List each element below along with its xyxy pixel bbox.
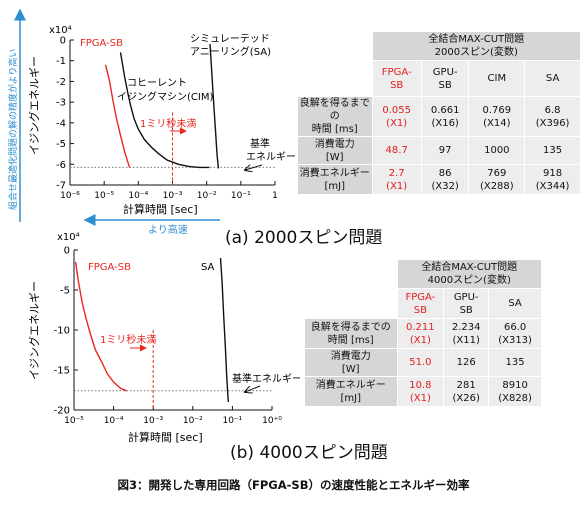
table-b-title1: 全結合MAX-CUT問題 xyxy=(421,262,518,273)
chart-b-xlabel: 計算時間 [sec] xyxy=(128,430,203,444)
table-a-row: 消費エネルギー [mJ] 2.7 (X1) 86 (X32) 769 (X288) 91… xyxy=(297,164,581,195)
chart-b-x-tick-label: 10⁻⁵ xyxy=(64,416,84,426)
chart-a-y-tick-label: -1 xyxy=(56,56,66,67)
chart-a-ref-arrow xyxy=(245,165,263,170)
chart-a-cim-label1: コヒーレント xyxy=(127,77,187,89)
chart-b-ref-arrow xyxy=(245,385,261,392)
table-a: 全結合MAX-CUT問題 2000スピン(変数) FPGA- SB GPU- SB … xyxy=(297,31,581,195)
chart-a-series-1 xyxy=(119,52,210,169)
chart-b-series-1 xyxy=(219,257,229,403)
chart-b-x-tick-label: 10⁻² xyxy=(183,416,203,426)
chart-a-y-tick-label: -2 xyxy=(56,77,66,88)
chart-b-x-tick-label: 10⁻¹ xyxy=(222,416,242,426)
chart-a-y-tick-label: -7 xyxy=(56,181,66,192)
chart-b-x-tick-label: 10⁻³ xyxy=(143,416,163,426)
chart-a-ref-label1: 基準 xyxy=(250,137,270,150)
chart-a-series xyxy=(104,44,220,169)
figure-caption: 図3：開発した専用回路（FPGA-SB）の速度性能とエネルギー効率 xyxy=(117,478,470,492)
chart-a-faster-label: より高速 xyxy=(148,223,188,236)
table-a-row: 消費電力 [W] 48.7 97 1000 135 xyxy=(297,136,581,165)
chart-b-x-tick-label: 10⁺⁰ xyxy=(262,416,282,426)
table-a-title1: 全結合MAX-CUT問題 xyxy=(428,34,525,45)
table-a-col-0: FPGA- SB xyxy=(371,60,422,97)
chart-a-side-blue: 組合せ最適化問題の解の精度がより高い xyxy=(7,49,19,210)
chart-a-x-tick-label: 10⁻³ xyxy=(163,191,183,201)
chart-a-cim-label2: イジングマシン(CIM) xyxy=(117,90,213,103)
table-b-col-1: GPU- SB xyxy=(443,288,490,319)
table-b-col-2: SA xyxy=(488,288,542,319)
chart-b-sa-label: SA xyxy=(201,262,215,273)
chart-a-x-tick-label: 10⁻⁴ xyxy=(128,191,148,201)
table-a-col-3: SA xyxy=(524,60,581,97)
chart-b-y-tick-label: -20 xyxy=(54,406,70,417)
chart-a-axes: 0 -1 -2 -3 -4 -5 -6 -710⁻⁶ 10⁻⁵ 10⁻⁴ 10⁻³ 10⁻² 10⁻¹ 1 xyxy=(56,36,278,202)
chart-a: 0 -1 -2 -3 -4 -5 -6 -710⁻⁶ 10⁻⁵ 10⁻⁴ 10⁻³ 10⁻² 10⁻¹ 1… xyxy=(7,8,296,236)
table-b: 全結合MAX-CUT問題 4000スピン(変数) FPGA- SB GPU- SB … xyxy=(304,259,542,407)
chart-a-series-2 xyxy=(209,44,220,169)
chart-a-x-tick-label: 10⁻⁵ xyxy=(94,191,114,201)
chart-a-y-tick-label: -3 xyxy=(56,98,66,109)
chart-a-sa-label2: アニーリング(SA) xyxy=(190,45,271,58)
table-b-title2: 4000スピン(変数) xyxy=(427,275,511,286)
chart-a-series-0 xyxy=(104,64,131,168)
chart-b-y-tick-label: -10 xyxy=(54,326,70,337)
table-b-col-0: FPGA- SB xyxy=(396,288,445,319)
chart-b-y-tick-label: 0 xyxy=(64,246,70,257)
chart-a-ylabel: イジングエネルギー xyxy=(27,56,41,155)
chart-a-sa-label1: シミュレーテッド xyxy=(190,34,270,45)
table-a-col-2: CIM xyxy=(468,60,526,97)
chart-a-x-tick-label: 10⁻⁶ xyxy=(60,191,80,201)
chart-a-y-tick-label: -6 xyxy=(56,160,66,171)
chart-b-ylabel: イジングエネルギー xyxy=(27,281,41,380)
chart-a-y-tick-label: -4 xyxy=(56,118,66,129)
table-b-row: 消費エネルギー [mJ] 10.8 (X1) 281 (X26) 8910 (X828) xyxy=(304,376,542,407)
chart-a-xlabel: 計算時間 [sec] xyxy=(123,202,198,216)
chart-b-series xyxy=(74,257,229,403)
table-b-row: 消費電力 [W] 51.0 126 135 xyxy=(304,348,542,377)
table-a-title2: 2000スピン(変数) xyxy=(434,47,518,58)
chart-a-x-tick-label: 1 xyxy=(272,191,278,201)
chart-b-exponent: x10⁴ xyxy=(57,232,80,243)
subtitle-b: (b) 4000スピン問題 xyxy=(230,443,388,463)
subtitle-a: (a) 2000スピン問題 xyxy=(225,228,383,248)
chart-a-y-tick-label: -5 xyxy=(56,139,66,150)
chart-a-fpga-label: FPGA-SB xyxy=(80,38,123,49)
table-a-col-1: GPU- SB xyxy=(420,60,470,97)
chart-b-y-tick-label: -5 xyxy=(60,286,70,297)
chart-b-milli-label: 1ミリ秒未満 xyxy=(100,333,156,346)
table-a-row: 良解を得るまでの 時間 [ms] 0.055 (X1) 0.661 (X16) 0.7… xyxy=(297,96,581,137)
chart-b-ref-label: 基準エネルギー xyxy=(232,372,300,385)
chart-a-ref-label2: エネルギー xyxy=(246,151,296,163)
chart-a-milli-label: 1ミリ秒未満 xyxy=(140,117,196,130)
table-b-row: 良解を得るまでの 時間 [ms] 0.211 (X1) 2.234 (X11) 66.… xyxy=(304,318,542,349)
chart-b-series-0 xyxy=(74,261,127,392)
chart-b-fpga-label: FPGA-SB xyxy=(88,262,131,273)
chart-a-y-tick-label: 0 xyxy=(60,36,66,47)
chart-a-exponent: x10⁴ xyxy=(49,25,72,36)
chart-a-x-tick-label: 10⁻² xyxy=(197,191,217,201)
chart-b-x-tick-label: 10⁻⁴ xyxy=(104,416,124,426)
chart-b-y-tick-label: -15 xyxy=(54,366,70,377)
chart-a-x-tick-label: 10⁻¹ xyxy=(231,191,251,201)
